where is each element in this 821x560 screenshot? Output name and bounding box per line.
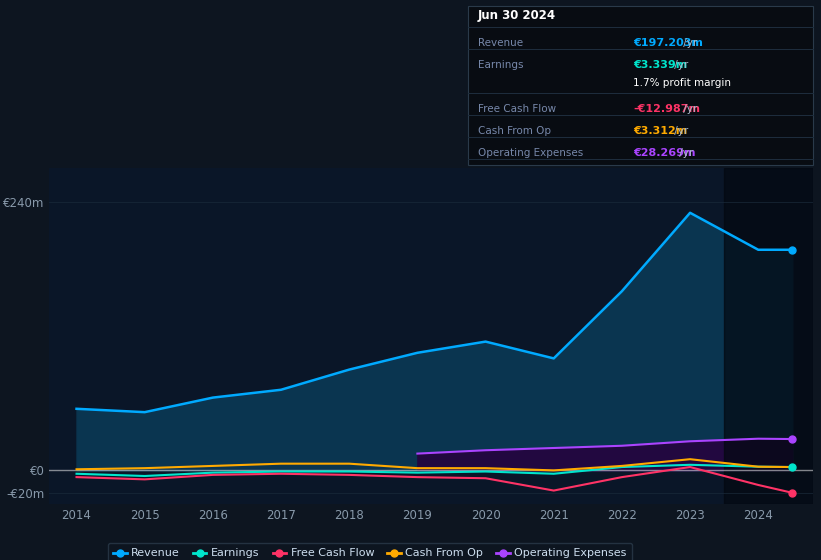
Text: Jun 30 2024: Jun 30 2024 [478, 9, 556, 22]
Text: Operating Expenses: Operating Expenses [478, 148, 583, 158]
Text: Cash From Op: Cash From Op [478, 126, 551, 136]
Text: €3.339m: €3.339m [634, 60, 688, 70]
Text: /yr: /yr [671, 60, 688, 70]
Text: /yr: /yr [681, 39, 698, 48]
Legend: Revenue, Earnings, Free Cash Flow, Cash From Op, Operating Expenses: Revenue, Earnings, Free Cash Flow, Cash … [108, 543, 632, 560]
Text: Revenue: Revenue [478, 39, 523, 48]
Text: Earnings: Earnings [478, 60, 523, 70]
Text: /yr: /yr [671, 126, 688, 136]
Bar [724, 168, 813, 504]
Text: /yr: /yr [676, 148, 693, 158]
Text: /yr: /yr [681, 104, 698, 114]
Text: €28.269m: €28.269m [634, 148, 696, 158]
Text: €3.312m: €3.312m [634, 126, 688, 136]
Text: €197.203m: €197.203m [634, 39, 704, 48]
Text: -€12.987m: -€12.987m [634, 104, 700, 114]
Text: Free Cash Flow: Free Cash Flow [478, 104, 556, 114]
Text: 1.7% profit margin: 1.7% profit margin [634, 78, 732, 88]
